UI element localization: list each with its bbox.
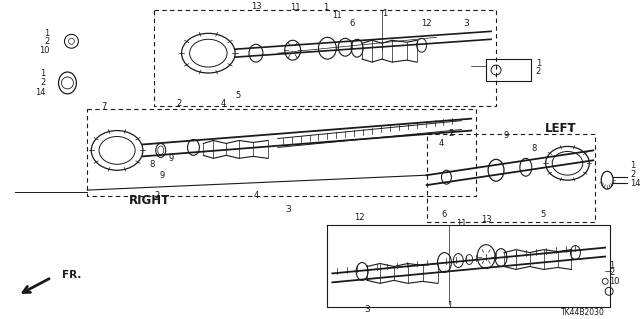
Text: 5: 5 — [236, 91, 241, 100]
Text: 10: 10 — [39, 46, 50, 55]
Text: 1: 1 — [40, 69, 45, 78]
Text: 2: 2 — [154, 190, 159, 200]
Text: 3: 3 — [364, 305, 370, 314]
Text: 3: 3 — [463, 19, 469, 28]
Text: 9: 9 — [159, 171, 164, 180]
Text: 13: 13 — [251, 2, 261, 11]
Text: 3: 3 — [285, 205, 291, 214]
Text: 9: 9 — [503, 131, 509, 140]
Text: 1: 1 — [382, 9, 388, 18]
Text: 2: 2 — [44, 37, 50, 46]
Text: 2: 2 — [449, 129, 454, 138]
Text: 4: 4 — [221, 99, 226, 108]
Text: 1: 1 — [609, 261, 614, 270]
Text: 1: 1 — [44, 29, 50, 38]
Text: 1: 1 — [536, 59, 541, 68]
Text: 7: 7 — [102, 102, 107, 111]
Text: RIGHT: RIGHT — [129, 194, 170, 206]
Text: 13: 13 — [481, 215, 492, 224]
Text: 12: 12 — [421, 19, 432, 28]
Text: 9: 9 — [168, 154, 173, 163]
Text: 1: 1 — [323, 3, 328, 12]
Text: 2: 2 — [40, 78, 45, 87]
Text: 11: 11 — [291, 3, 301, 12]
Text: 7: 7 — [568, 124, 573, 133]
Text: 11: 11 — [456, 219, 467, 228]
Text: 2: 2 — [176, 99, 181, 108]
Text: 2: 2 — [630, 170, 636, 179]
Text: 2: 2 — [536, 67, 541, 76]
Text: 1: 1 — [630, 161, 636, 170]
Text: 4: 4 — [253, 190, 259, 200]
Text: TK44B2030: TK44B2030 — [561, 308, 605, 317]
Text: 12: 12 — [354, 213, 364, 222]
Text: 11: 11 — [333, 11, 342, 20]
Text: 6: 6 — [349, 19, 355, 28]
Text: 2: 2 — [609, 268, 614, 277]
Text: FR.: FR. — [61, 271, 81, 280]
Text: 14: 14 — [35, 88, 45, 97]
Text: LEFT: LEFT — [545, 122, 577, 135]
Text: 4: 4 — [439, 139, 444, 148]
Text: 8: 8 — [531, 144, 536, 153]
Text: 1: 1 — [447, 301, 452, 310]
Text: 10: 10 — [609, 277, 620, 286]
Text: 14: 14 — [630, 179, 640, 188]
Text: 6: 6 — [442, 211, 447, 219]
Text: 8: 8 — [149, 160, 154, 169]
Text: 5: 5 — [540, 211, 545, 219]
